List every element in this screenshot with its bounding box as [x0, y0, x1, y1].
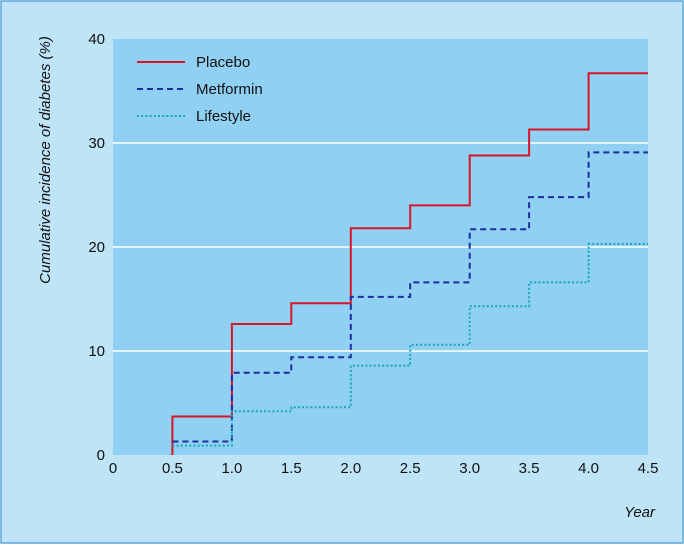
y-tick-label: 0	[97, 447, 105, 464]
y-tick-label: 20	[88, 239, 105, 256]
x-tick-label: 4.0	[578, 460, 599, 477]
y-axis-ticks: 0 10 20 30 40	[88, 31, 105, 464]
y-tick-label: 10	[88, 343, 105, 360]
gridlines	[113, 142, 648, 352]
x-tick-label: 0.5	[162, 460, 183, 477]
x-tick-label: 2.0	[340, 460, 361, 477]
legend-label: Metformin	[196, 81, 263, 98]
y-axis-title: Cumulative incidence of diabetes (%)	[37, 36, 54, 284]
series-lines	[171, 72, 648, 455]
y-tick-label: 30	[88, 135, 105, 152]
x-tick-label: 4.5	[638, 460, 659, 477]
legend-label: Placebo	[196, 54, 250, 71]
x-tick-label: 3.0	[459, 460, 480, 477]
x-axis-title: Year	[624, 504, 656, 521]
x-tick-label: 1.0	[221, 460, 242, 477]
series-line-placebo	[171, 72, 648, 455]
y-tick-label: 40	[88, 31, 105, 48]
legend: Placebo Metformin Lifestyle	[137, 54, 263, 125]
legend-label: Lifestyle	[196, 108, 251, 125]
x-tick-label: 2.5	[400, 460, 421, 477]
x-tick-label: 1.5	[281, 460, 302, 477]
x-tick-label: 3.5	[519, 460, 540, 477]
series-line-lifestyle	[172, 242, 648, 447]
x-tick-label: 0	[109, 460, 117, 477]
x-axis-ticks: 0 0.5 1.0 1.5 2.0 2.5 3.0 3.5 4.0 4.5	[109, 460, 659, 477]
series-line-metformin	[172, 151, 648, 443]
